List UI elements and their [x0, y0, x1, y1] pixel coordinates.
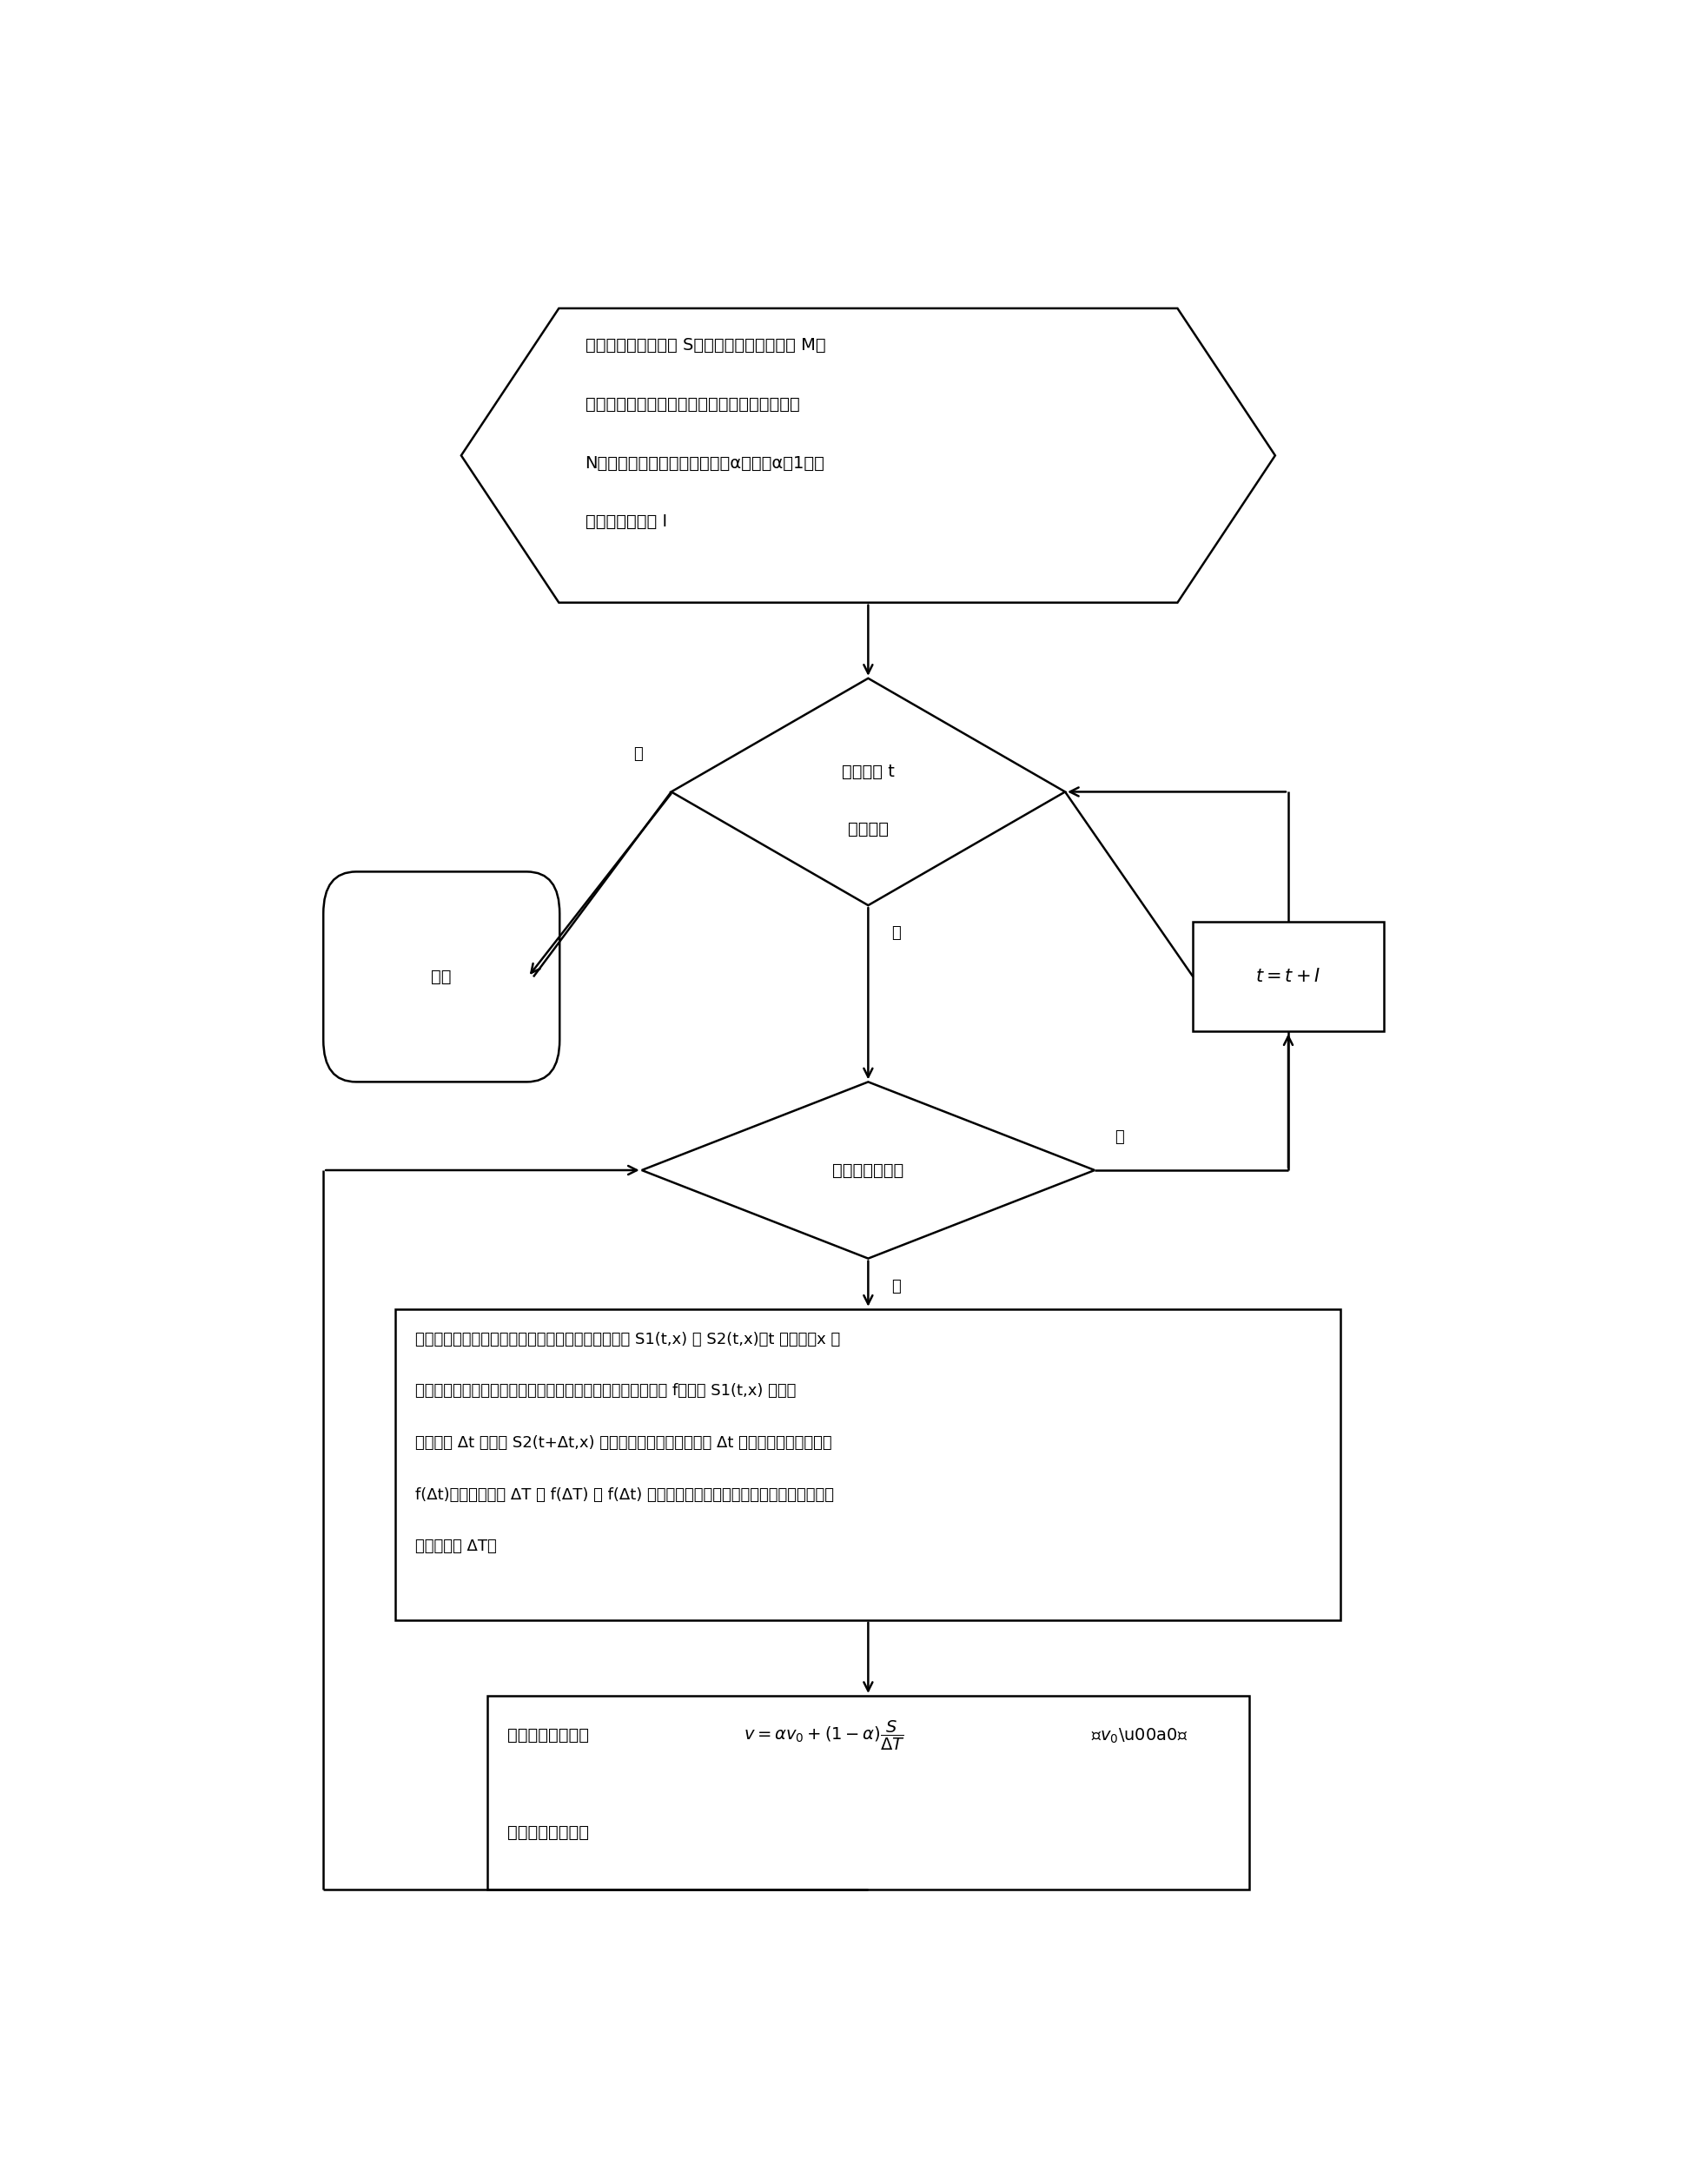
Text: 当前速度估计为：: 当前速度估计为： [507, 1728, 590, 1743]
Bar [1193, 922, 1384, 1031]
Text: 度分析时间间隔 I: 度分析时间间隔 I [584, 513, 667, 531]
Text: 机的时延为 ΔT。: 机的时延为 ΔT。 [415, 1540, 496, 1555]
Text: $，v_0$\u00a0为: $，v_0$\u00a0为 [1091, 1725, 1187, 1745]
Text: $t = t + I$: $t = t + I$ [1255, 968, 1321, 985]
Text: 有子图未处理完: 有子图未处理完 [832, 1162, 905, 1179]
Text: N，设定非负的速度更新因子为α，满足α＜1，速: N，设定非负的速度更新因子为α，满足α＜1，速 [584, 454, 825, 472]
Text: 是: 是 [891, 1278, 901, 1295]
Text: 结束: 结束 [432, 968, 452, 985]
Text: 对应相机的棉流横截线的空间位置。构造一个图像相似性度量 f，计算 S1(t,x) 和对应: 对应相机的棉流横截线的空间位置。构造一个图像相似性度量 f，计算 S1(t,x)… [415, 1382, 796, 1400]
Text: 否: 否 [891, 926, 901, 941]
Text: 否: 否 [1115, 1129, 1123, 1144]
Text: 当前时刻 t: 当前时刻 t [842, 764, 894, 780]
Text: $v = \alpha v_0 + (1-\alpha)\dfrac{S}{\Delta T}$: $v = \alpha v_0 + (1-\alpha)\dfrac{S}{\D… [744, 1719, 905, 1752]
Text: 记由两架相机采集的棉流图象对应该子空间的子图为 S1(t,x) 和 S2(t,x)，t 为时间，x 为: 记由两架相机采集的棉流图象对应该子空间的子图为 S1(t,x) 和 S2(t,x… [415, 1332, 840, 1348]
Text: 是: 是 [634, 747, 644, 762]
Text: 输入相机检测点距离 S，相机的有效观测点数 M，: 输入相机检测点距离 S，相机的有效观测点数 M， [584, 336, 825, 354]
Text: f(Δt)。设对应时延 ΔT 的 f(ΔT) 为 f(Δt) 曲线中的最大值，则棉流上同一点通过两架相: f(Δt)。设对应时延 ΔT 的 f(ΔT) 为 f(Δt) 曲线中的最大值，则… [415, 1487, 833, 1503]
Bar [396, 1308, 1342, 1621]
Text: 检测结束: 检测结束 [847, 821, 889, 836]
Bar [488, 1695, 1248, 1889]
Text: 不同时延 Δt 的图像 S2(t+Δt,x) 之间的相似性，得到一个随 Δt 变化的相似性度量曲线: 不同时延 Δt 的图像 S2(t+Δt,x) 之间的相似性，得到一个随 Δt 变… [415, 1435, 832, 1450]
Text: 前一时刻估计速度: 前一时刻估计速度 [507, 1824, 590, 1841]
Text: 两架相机采集的棉流图象，设定图象划分子图数: 两架相机采集的棉流图象，设定图象划分子图数 [584, 395, 800, 413]
